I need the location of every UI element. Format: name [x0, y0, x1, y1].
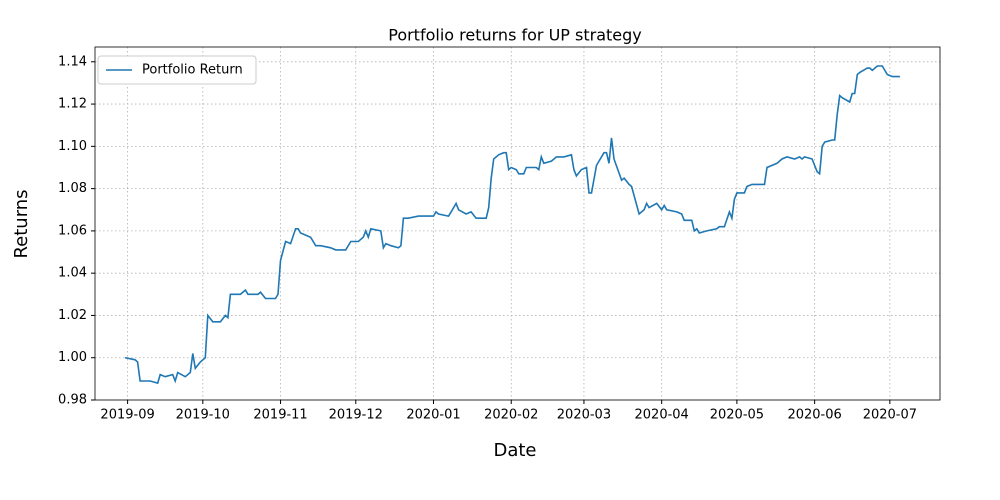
x-tick-label: 2019-12 — [329, 408, 383, 423]
y-tick-label: 1.06 — [58, 223, 87, 238]
x-tick-label: 2020-06 — [787, 408, 841, 423]
y-tick-label: 1.08 — [58, 181, 87, 196]
x-tick-label: 2020-04 — [635, 408, 689, 423]
x-tick-label: 2020-07 — [863, 408, 917, 423]
y-tick-label: 0.98 — [58, 393, 87, 408]
legend-box — [97, 55, 257, 85]
y-tick-label: 1.12 — [58, 97, 87, 112]
x-tick-label: 2020-03 — [557, 408, 611, 423]
y-tick-label: 1.00 — [58, 350, 87, 365]
y-tick-label: 1.04 — [58, 266, 87, 281]
x-tick-label: 2020-02 — [484, 408, 538, 423]
y-tick-label: 1.10 — [58, 139, 87, 154]
x-axis-label: Date — [493, 440, 536, 461]
x-tick-label: 2020-05 — [710, 408, 764, 423]
x-tick-label: 2019-10 — [176, 408, 230, 423]
y-axis-label: Returns — [11, 189, 32, 258]
line-series — [124, 65, 900, 385]
x-tick-label: 2020-01 — [406, 408, 460, 423]
x-tick-label: 2019-11 — [253, 408, 307, 423]
y-tick-label: 1.14 — [58, 54, 87, 69]
y-tick-label: 1.02 — [58, 308, 87, 323]
plot-frame — [94, 46, 941, 401]
legend-label: Portfolio Return — [142, 63, 243, 78]
chart-title: Portfolio returns for UP strategy — [388, 26, 642, 45]
x-tick-label: 2019-09 — [100, 408, 154, 423]
